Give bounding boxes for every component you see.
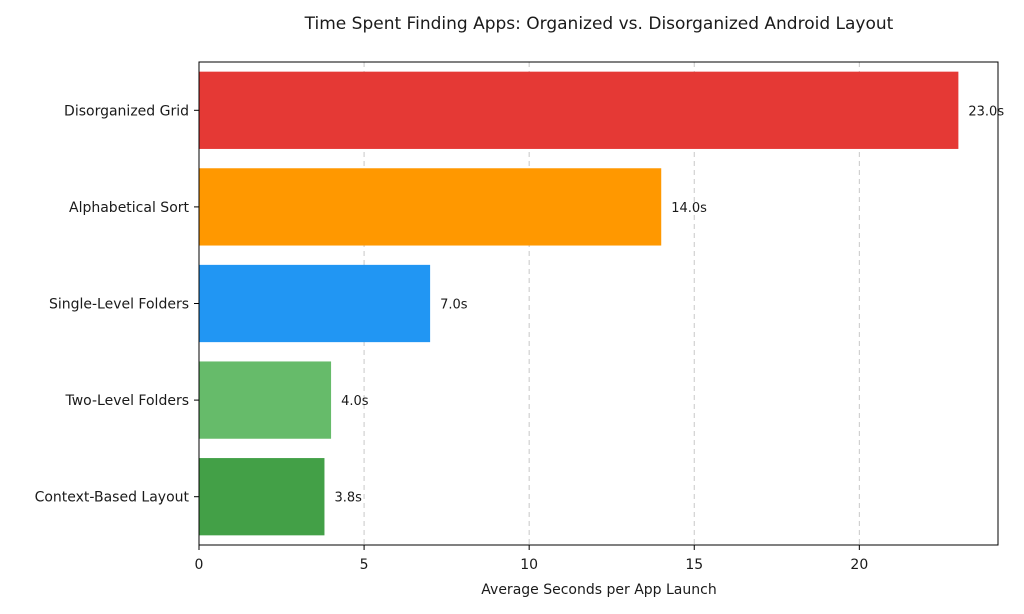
data-label: 14.0s — [671, 201, 707, 216]
x-tick-label: 0 — [195, 557, 204, 573]
x-tick-label: 20 — [850, 557, 868, 573]
data-label: 3.8s — [334, 491, 362, 506]
bars — [199, 71, 959, 536]
x-axis-label: Average Seconds per App Launch — [481, 582, 716, 598]
x-tick-label: 5 — [360, 557, 369, 573]
category-labels: Disorganized Grid Alphabetical Sort Single… — [35, 103, 199, 506]
chart-title: Time Spent Finding Apps: Organized vs. D… — [304, 14, 894, 34]
bar — [199, 361, 332, 439]
bar — [199, 168, 662, 246]
bar — [199, 458, 325, 536]
category-label: Single-Level Folders — [49, 297, 189, 313]
category-label: Disorganized Grid — [64, 103, 189, 119]
bar — [199, 264, 431, 343]
x-axis-ticks: 0 5 10 15 20 — [195, 545, 868, 573]
x-tick-label: 15 — [685, 557, 703, 573]
bar — [199, 71, 959, 149]
category-label: Context-Based Layout — [35, 490, 190, 506]
data-labels: 23.0s 14.0s 7.0s 4.0s 3.8s — [334, 104, 1004, 505]
data-label: 7.0s — [440, 298, 468, 313]
plot-frame — [198, 61, 999, 546]
data-label: 23.0s — [968, 104, 1004, 119]
data-label: 4.0s — [341, 394, 369, 409]
x-tick-label: 10 — [520, 557, 538, 573]
category-label: Alphabetical Sort — [69, 200, 190, 216]
category-label: Two-Level Folders — [64, 393, 189, 409]
